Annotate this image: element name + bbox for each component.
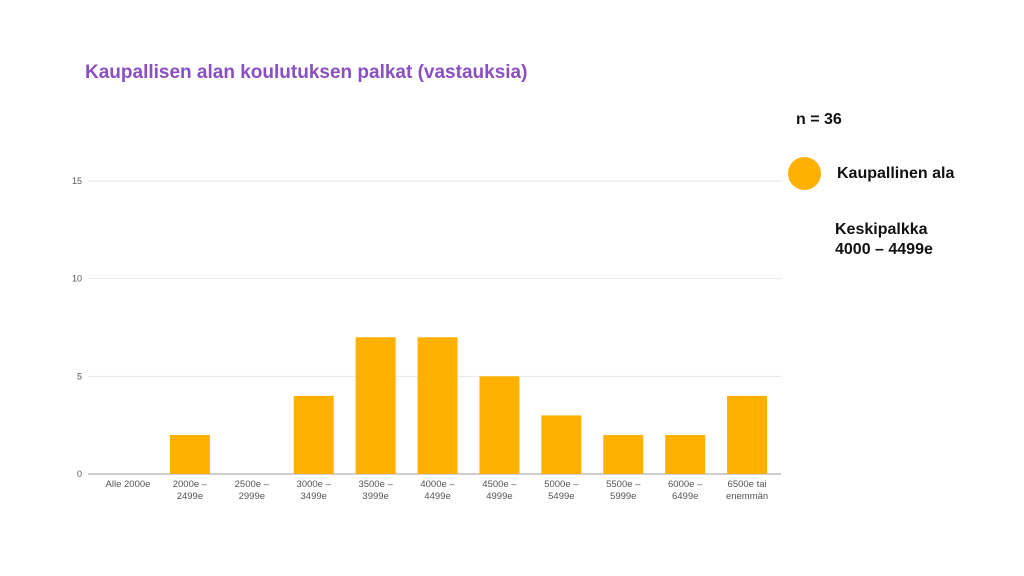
average-salary-value: 4000 – 4499e xyxy=(835,241,933,258)
x-tick-label: 3500e –3999e xyxy=(358,479,393,502)
average-salary-note: Keskipalkka 4000 – 4499e xyxy=(835,220,933,260)
x-tick-label: 6000e –6499e xyxy=(668,479,703,502)
x-tick-label: Alle 2000e xyxy=(106,479,151,490)
bar xyxy=(417,337,458,474)
x-tick-label: 4000e –4499e xyxy=(420,479,455,502)
legend: Kaupallinen ala xyxy=(788,157,954,190)
legend-swatch xyxy=(788,157,821,190)
x-tick-label: 4500e –4999e xyxy=(482,479,517,502)
y-tick-label: 5 xyxy=(77,371,82,381)
chart-title: Kaupallisen alan koulutuksen palkat (vas… xyxy=(85,62,528,83)
bar xyxy=(355,337,396,474)
y-tick-label: 10 xyxy=(72,274,82,284)
x-tick-label: 5500e –5999e xyxy=(606,479,641,502)
bar xyxy=(727,395,768,474)
bar xyxy=(479,376,520,474)
y-axis-ticks: 0 5 10 15 xyxy=(72,176,82,479)
sample-size-label: n = 36 xyxy=(796,111,842,128)
bar xyxy=(665,434,706,474)
bar xyxy=(169,434,210,474)
x-tick-label: 5000e –5499e xyxy=(544,479,579,502)
x-axis-labels: Alle 2000e 2000e –2499e 2500e –2999e 3000e … xyxy=(106,479,769,502)
average-salary-title: Keskipalkka xyxy=(835,221,928,238)
bar xyxy=(603,434,644,474)
bars xyxy=(169,337,768,474)
x-tick-label: 2000e –2499e xyxy=(173,479,208,502)
legend-label: Kaupallinen ala xyxy=(837,164,955,182)
y-tick-label: 0 xyxy=(77,469,82,479)
bar xyxy=(541,415,582,474)
bar xyxy=(293,395,334,474)
x-tick-label: 3000e –3499e xyxy=(297,479,332,502)
x-tick-label: 6500e tai enemmän xyxy=(726,479,768,502)
x-tick-label: 2500e –2999e xyxy=(235,479,270,502)
y-tick-label: 15 xyxy=(72,176,82,186)
